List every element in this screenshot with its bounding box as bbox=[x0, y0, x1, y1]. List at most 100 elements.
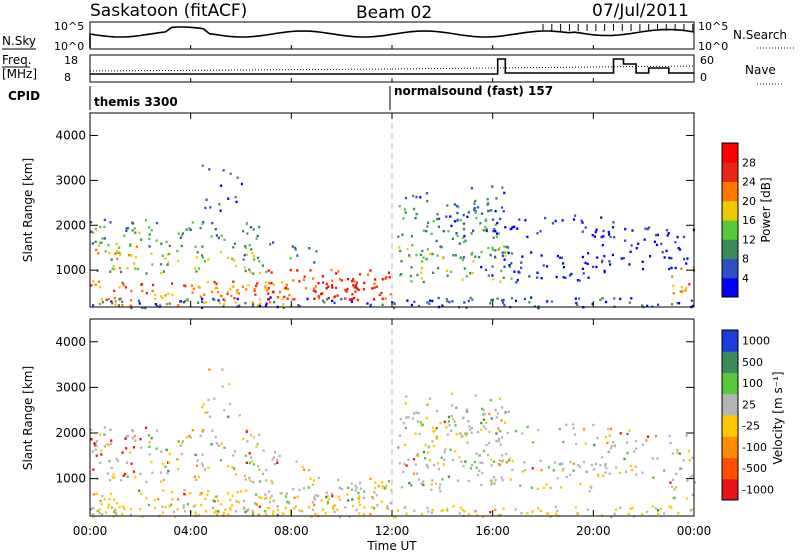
colorbar-cell bbox=[722, 143, 738, 163]
backscatter-cell bbox=[561, 219, 564, 222]
backscatter-cell bbox=[234, 473, 237, 476]
backscatter-cell bbox=[674, 266, 677, 270]
backscatter-cell bbox=[439, 421, 442, 425]
backscatter-cell bbox=[419, 196, 422, 199]
backscatter-cell bbox=[121, 303, 124, 307]
backscatter-cell bbox=[369, 512, 372, 516]
backscatter-cell bbox=[227, 256, 230, 259]
backscatter-cell bbox=[530, 486, 533, 489]
backscatter-cell bbox=[188, 434, 191, 438]
backscatter-cell bbox=[590, 463, 593, 467]
backscatter-cell bbox=[635, 247, 638, 250]
backscatter-cell bbox=[581, 230, 584, 233]
backscatter-cell bbox=[620, 257, 623, 260]
backscatter-cell bbox=[129, 299, 133, 302]
x-tick-label: 08:00 bbox=[274, 524, 309, 538]
backscatter-cell bbox=[565, 423, 568, 426]
backscatter-cell bbox=[500, 206, 504, 209]
backscatter-cell bbox=[393, 302, 396, 306]
backscatter-cell bbox=[269, 243, 272, 246]
backscatter-cell bbox=[110, 258, 113, 261]
backscatter-cell bbox=[656, 509, 660, 512]
backscatter-cell bbox=[337, 270, 340, 273]
backscatter-cell bbox=[249, 433, 253, 437]
backscatter-cell bbox=[523, 297, 526, 301]
backscatter-cell bbox=[560, 256, 563, 259]
backscatter-cell bbox=[630, 297, 633, 300]
backscatter-cell bbox=[276, 513, 279, 517]
x-tick-label: 00:00 bbox=[677, 524, 712, 538]
backscatter-cell bbox=[253, 288, 256, 291]
backscatter-cell bbox=[353, 286, 356, 289]
backscatter-cell bbox=[233, 242, 237, 245]
backscatter-cell bbox=[289, 511, 292, 514]
backscatter-cell bbox=[455, 232, 458, 235]
backscatter-cell bbox=[431, 479, 434, 482]
backscatter-cell bbox=[510, 297, 514, 300]
backscatter-cell bbox=[215, 286, 218, 289]
backscatter-cell bbox=[587, 276, 590, 279]
backscatter-cell bbox=[126, 475, 129, 478]
backscatter-cell bbox=[455, 433, 458, 436]
backscatter-cell bbox=[182, 504, 185, 507]
backscatter-cell bbox=[326, 495, 329, 498]
backscatter-cell bbox=[113, 289, 116, 293]
backscatter-cell bbox=[245, 489, 248, 492]
backscatter-cell bbox=[556, 254, 559, 258]
backscatter-cell bbox=[479, 222, 482, 225]
backscatter-cell bbox=[189, 492, 192, 495]
backscatter-cell bbox=[359, 487, 362, 490]
backscatter-cell bbox=[336, 294, 339, 297]
backscatter-cell bbox=[628, 263, 631, 266]
backscatter-cell bbox=[504, 226, 507, 229]
backscatter-cell bbox=[232, 454, 235, 457]
backscatter-cell bbox=[177, 498, 180, 501]
backscatter-cell bbox=[131, 229, 134, 232]
backscatter-cell bbox=[384, 487, 387, 490]
backscatter-cell bbox=[590, 486, 593, 489]
backscatter-cell bbox=[629, 464, 632, 468]
backscatter-cell bbox=[269, 296, 272, 299]
colorbar-frame bbox=[721, 329, 739, 501]
backscatter-cell bbox=[431, 426, 434, 429]
backscatter-cell bbox=[369, 477, 372, 481]
backscatter-cell bbox=[402, 422, 405, 425]
backscatter-cell bbox=[195, 464, 199, 467]
backscatter-cell bbox=[586, 262, 589, 266]
backscatter-cell bbox=[159, 471, 163, 474]
backscatter-cell bbox=[226, 290, 230, 294]
backscatter-cell bbox=[249, 271, 252, 274]
backscatter-cell bbox=[164, 506, 167, 509]
backscatter-cell bbox=[238, 304, 241, 307]
backscatter-cell bbox=[195, 270, 198, 273]
backscatter-cell bbox=[148, 434, 151, 437]
backscatter-cell bbox=[445, 426, 448, 429]
backscatter-cell bbox=[220, 295, 223, 298]
backscatter-cell bbox=[248, 244, 251, 247]
backscatter-cell bbox=[220, 442, 223, 445]
backscatter-cell bbox=[436, 213, 439, 216]
backscatter-cell bbox=[276, 458, 279, 462]
backscatter-cell bbox=[453, 220, 457, 223]
backscatter-cell bbox=[450, 224, 453, 228]
backscatter-cell bbox=[129, 513, 133, 516]
backscatter-cell bbox=[676, 448, 679, 452]
backscatter-cell bbox=[496, 232, 499, 235]
backscatter-cell bbox=[440, 509, 443, 513]
backscatter-cell bbox=[405, 512, 408, 515]
backscatter-cell bbox=[609, 447, 613, 450]
backscatter-cell bbox=[351, 293, 354, 296]
backscatter-cell bbox=[258, 468, 261, 471]
backscatter-cell bbox=[406, 299, 409, 302]
backscatter-cell bbox=[296, 254, 299, 257]
x-tick-label: 00:00 bbox=[73, 524, 108, 538]
backscatter-cell bbox=[569, 473, 572, 477]
backscatter-cell bbox=[266, 289, 269, 292]
backscatter-cell bbox=[490, 209, 493, 212]
backscatter-cell bbox=[691, 474, 694, 477]
backscatter-cell bbox=[530, 296, 533, 299]
backscatter-cell bbox=[272, 241, 275, 244]
backscatter-cell bbox=[533, 305, 536, 308]
backscatter-cell bbox=[549, 515, 552, 518]
backscatter-cell bbox=[454, 450, 457, 453]
